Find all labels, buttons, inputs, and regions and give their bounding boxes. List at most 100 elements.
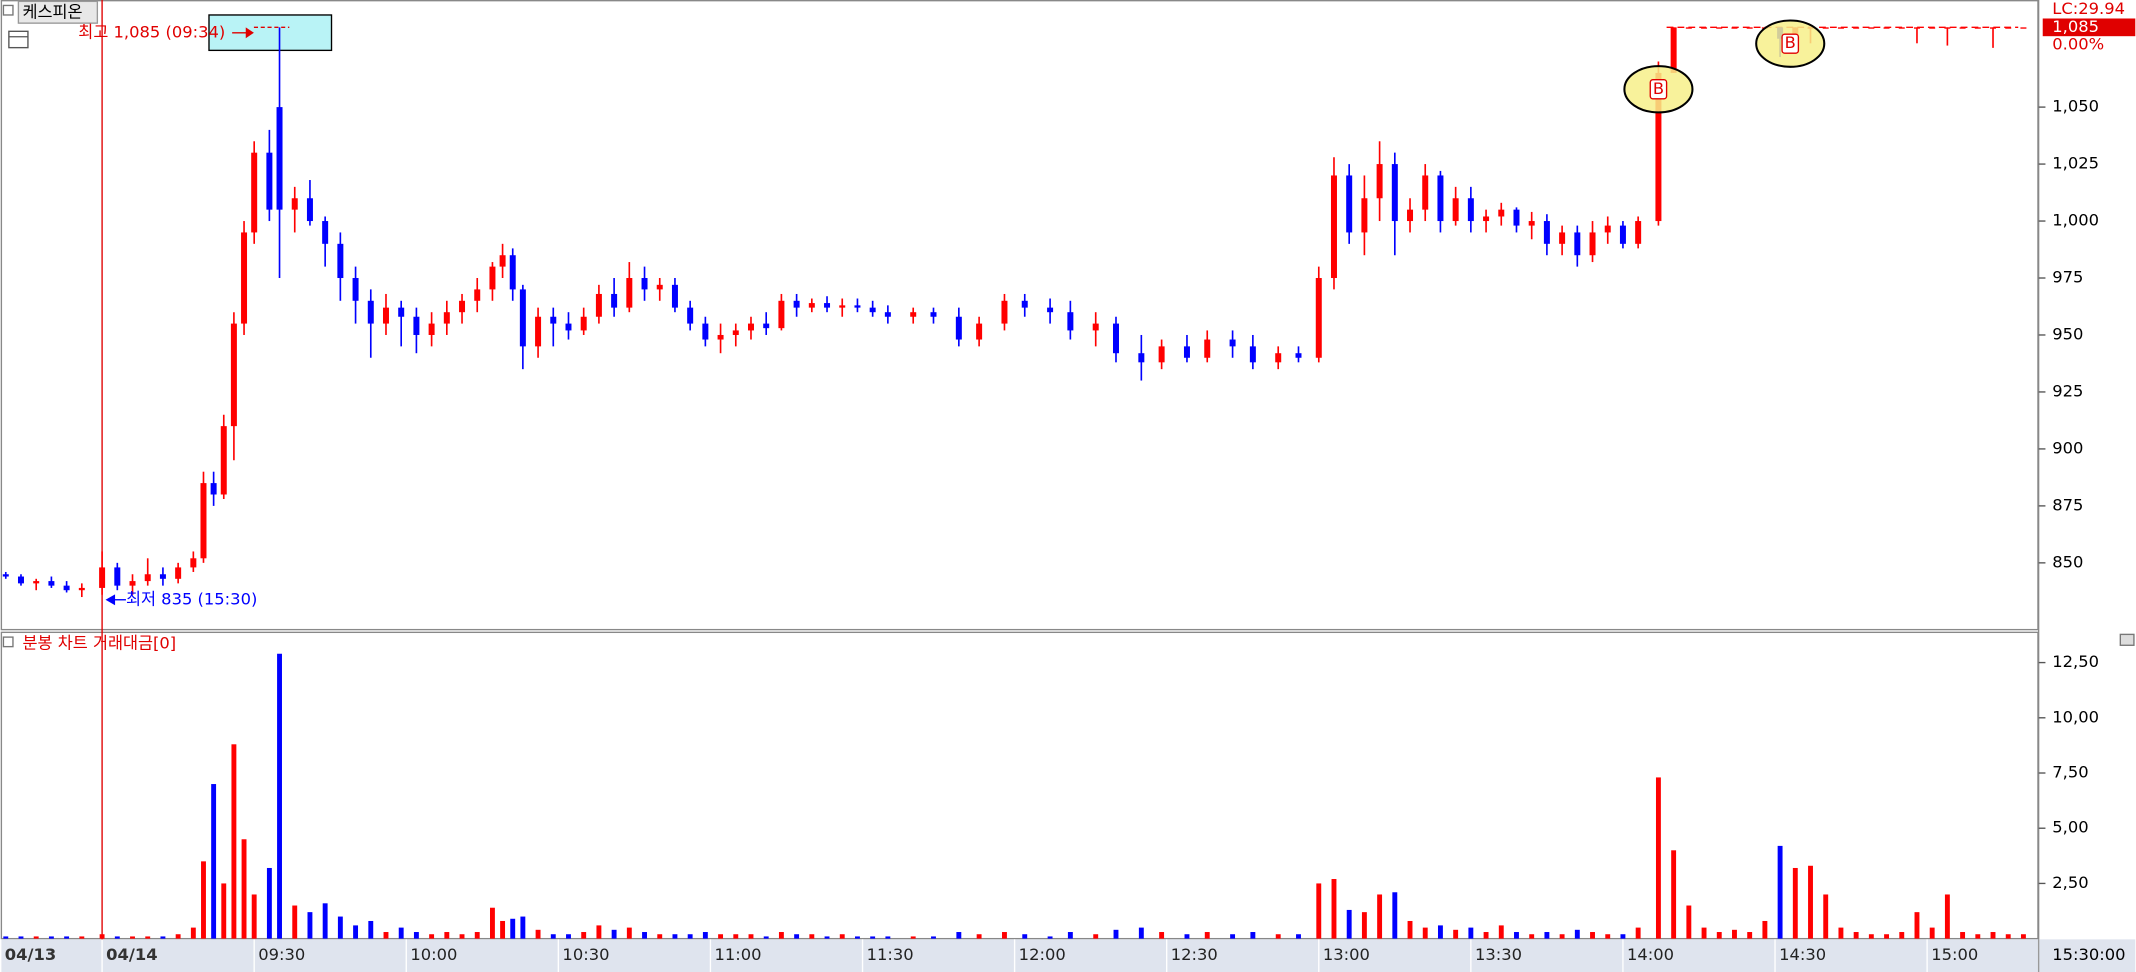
candle-body [930, 312, 937, 317]
volume-bar [322, 903, 328, 939]
volume-bar [885, 936, 891, 939]
volume-bar [1377, 894, 1383, 939]
volume-bar [550, 934, 556, 939]
volume-bar [794, 934, 800, 939]
volume-bar [1990, 932, 1996, 939]
x-tick-label: 10:00 [410, 945, 457, 964]
candle-body [519, 289, 526, 347]
candle-body [1422, 175, 1429, 210]
volume-bar [251, 894, 257, 939]
candle-body [241, 232, 248, 324]
candle-body [1655, 72, 1662, 222]
candle-body [747, 323, 754, 331]
volume-bar [809, 934, 815, 939]
volume-bar [1529, 934, 1535, 939]
volume-bar [1929, 927, 1935, 939]
volume-bar [1544, 932, 1550, 939]
candle-body [352, 278, 359, 301]
candle-body [175, 567, 182, 579]
candle-body [428, 323, 435, 335]
candle-body [1513, 209, 1520, 226]
volume-bar [266, 867, 272, 939]
volume-bar [48, 936, 54, 939]
volume-bar [1514, 932, 1519, 939]
collapse-button[interactable] [2119, 633, 2135, 646]
candle-body [1021, 300, 1028, 308]
candle-body [291, 198, 298, 210]
high-highlight [208, 14, 333, 52]
candle-body [63, 585, 70, 591]
volume-bar [1944, 894, 1950, 939]
volume-bar [510, 918, 516, 939]
y-tick-label: 1,050 [2052, 97, 2099, 116]
volume-bar [1204, 932, 1210, 939]
volume-bar [1407, 920, 1413, 939]
volume-bar [489, 907, 495, 939]
candle-body [1437, 175, 1444, 222]
candle-body [1528, 221, 1535, 226]
volume-bar [2020, 934, 2026, 939]
volume-bar [626, 927, 632, 939]
candle-body [1067, 312, 1074, 331]
volume-bar [1559, 934, 1565, 939]
last-price-label: 1,085 [2052, 17, 2099, 36]
candle-body [1913, 27, 1920, 29]
volume-bar [1113, 929, 1119, 939]
volume-bar [1701, 927, 1707, 939]
x-tick-label: 13:00 [1323, 945, 1370, 964]
time-axis-bar [0, 939, 2136, 972]
volume-bar [1453, 929, 1459, 939]
volume-bar [1671, 850, 1677, 939]
y-tick-label: 2,50 [2052, 873, 2088, 892]
candle-body [955, 316, 962, 340]
candle-body [48, 581, 55, 586]
y-tick-label: 5,00 [2052, 818, 2088, 837]
candle-body [443, 312, 450, 324]
volume-bar [1777, 845, 1783, 939]
volume-bar [611, 929, 617, 939]
candle-body [1731, 27, 1738, 29]
volume-bar [1275, 934, 1281, 939]
candle-body [535, 316, 542, 347]
calendar-icon[interactable] [8, 30, 29, 49]
y-tick-label: 875 [2052, 495, 2083, 514]
volume-bar [79, 936, 85, 939]
volume-bar [1422, 927, 1428, 939]
candle-body [778, 300, 785, 329]
volume-bar [1184, 934, 1190, 939]
candle-body [976, 323, 983, 340]
volume-bar [307, 912, 313, 939]
volume-bar [1960, 932, 1966, 939]
volume-bar [33, 936, 39, 939]
candle-body [1822, 27, 1829, 29]
volume-bar [160, 936, 166, 939]
candle-body [1685, 27, 1692, 29]
candle-body [2, 574, 9, 577]
x-tick-label: 12:30 [1171, 945, 1218, 964]
volume-bar [231, 744, 237, 939]
x-tick-label: 14:30 [1779, 945, 1826, 964]
change-label: 0.00% [2052, 34, 2104, 53]
candle-body [1635, 221, 1642, 244]
volume-bar [733, 934, 739, 939]
volume-bar [3, 936, 9, 939]
x-tick-label: 04/13 [5, 945, 56, 964]
y-tick-label: 925 [2052, 381, 2083, 400]
candle-body [1275, 353, 1282, 363]
candle-body [499, 255, 506, 267]
candle-body [1047, 307, 1054, 313]
volume-bar [1635, 927, 1641, 939]
candle-body [2005, 27, 2012, 29]
y-tick-label: 7,50 [2052, 763, 2088, 782]
title-box [17, 0, 99, 24]
candle-body [595, 293, 602, 317]
candle-body [1574, 232, 1581, 256]
volume-bar [1093, 934, 1099, 939]
candle-body [1543, 221, 1550, 244]
candle-body [1391, 164, 1398, 222]
candle-body [159, 574, 166, 579]
volume-bar [1808, 865, 1813, 939]
volume-bar [1067, 932, 1073, 939]
candle-body [1138, 353, 1145, 363]
